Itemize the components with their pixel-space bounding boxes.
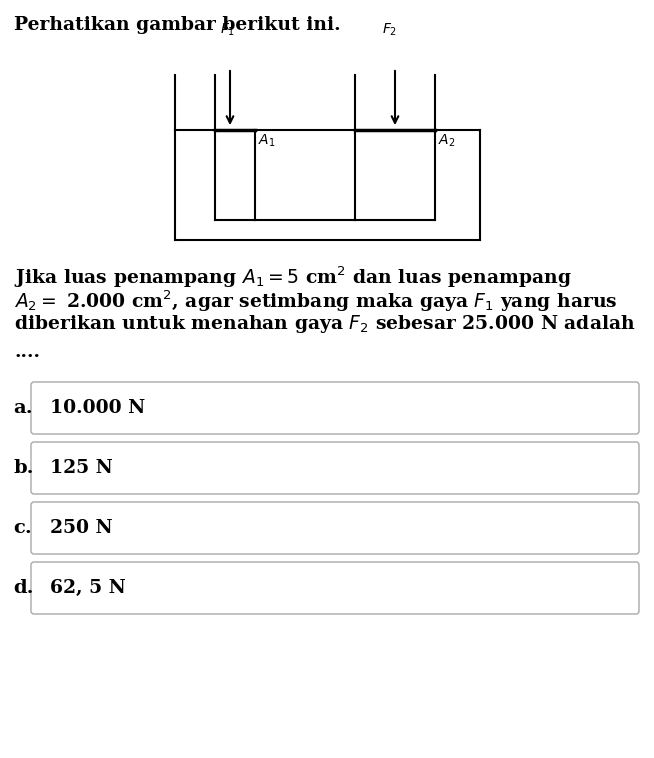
Text: d.: d. [13, 579, 33, 597]
Text: $A_2$: $A_2$ [438, 133, 455, 149]
FancyBboxPatch shape [31, 382, 639, 434]
Text: diberikan untuk menahan gaya $F_2$ sebesar 25.000 N adalah: diberikan untuk menahan gaya $F_2$ sebes… [14, 313, 636, 335]
Text: ....: .... [14, 343, 40, 361]
Text: b.: b. [13, 459, 33, 477]
Text: $F_2$: $F_2$ [383, 21, 398, 38]
Text: $A_1$: $A_1$ [258, 133, 275, 149]
FancyBboxPatch shape [31, 562, 639, 614]
Text: c.: c. [13, 519, 32, 537]
Text: a.: a. [13, 399, 33, 417]
Text: 10.000 N: 10.000 N [50, 399, 145, 417]
Text: 125 N: 125 N [50, 459, 112, 477]
Text: Jika luas penampang $A_1 = 5$ cm$^2$ dan luas penampang: Jika luas penampang $A_1 = 5$ cm$^2$ dan… [14, 265, 572, 290]
Text: $A_2 = $ 2.000 cm$^2$, agar setimbang maka gaya $F_1$ yang harus: $A_2 = $ 2.000 cm$^2$, agar setimbang ma… [14, 289, 617, 315]
Text: Perhatikan gambar berikut ini.: Perhatikan gambar berikut ini. [14, 16, 341, 34]
Text: 62, 5 N: 62, 5 N [50, 579, 126, 597]
FancyBboxPatch shape [31, 502, 639, 554]
FancyBboxPatch shape [31, 442, 639, 494]
Text: 250 N: 250 N [50, 519, 112, 537]
Text: $F_1$: $F_1$ [220, 21, 235, 38]
